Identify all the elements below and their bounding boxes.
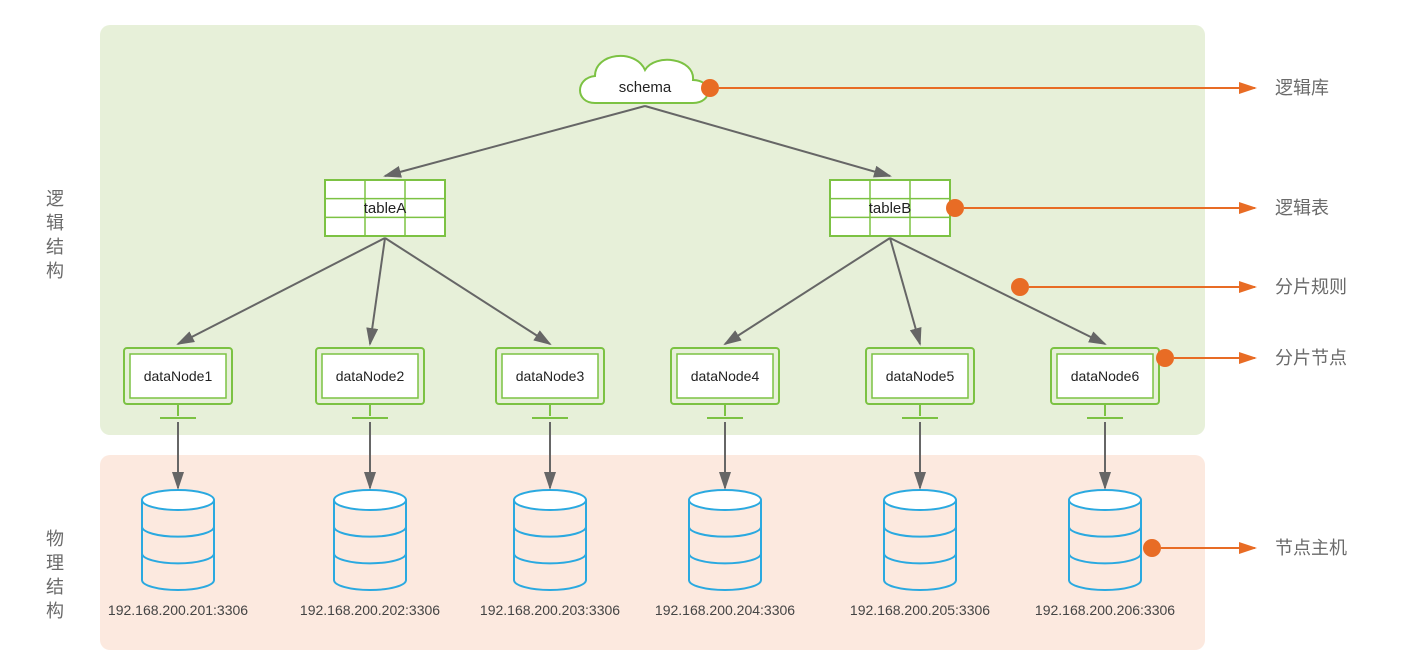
table-label: tableB bbox=[869, 200, 912, 217]
datanode-label: dataNode4 bbox=[691, 368, 760, 384]
datanode-label: dataNode3 bbox=[516, 368, 585, 384]
schema-label: schema bbox=[619, 79, 672, 96]
svg-text:结: 结 bbox=[46, 577, 64, 597]
table-tableB: tableB bbox=[830, 180, 950, 236]
db-ip: 192.168.200.202:3306 bbox=[300, 602, 440, 618]
side-label: 逻辑结构 bbox=[46, 189, 64, 281]
svg-text:辑: 辑 bbox=[46, 213, 64, 233]
db-ip: 192.168.200.206:3306 bbox=[1035, 602, 1175, 618]
svg-text:物: 物 bbox=[46, 529, 64, 549]
svg-text:逻: 逻 bbox=[46, 189, 64, 209]
db-ip: 192.168.200.201:3306 bbox=[108, 602, 248, 618]
db-ip: 192.168.200.204:3306 bbox=[655, 602, 795, 618]
svg-text:结: 结 bbox=[46, 237, 64, 257]
svg-text:构: 构 bbox=[46, 601, 64, 621]
datanode-label: dataNode5 bbox=[886, 368, 955, 384]
db-ip: 192.168.200.205:3306 bbox=[850, 602, 990, 618]
datanode-label: dataNode2 bbox=[336, 368, 405, 384]
svg-text:理: 理 bbox=[46, 553, 64, 573]
db-ip: 192.168.200.203:3306 bbox=[480, 602, 620, 618]
callout-label: 逻辑库 bbox=[1275, 78, 1329, 98]
callout-label: 分片规则 bbox=[1275, 277, 1347, 297]
table-tableA: tableA bbox=[325, 180, 445, 236]
table-label: tableA bbox=[364, 200, 407, 217]
callout-label: 节点主机 bbox=[1275, 538, 1347, 558]
datanode-label: dataNode1 bbox=[144, 368, 213, 384]
physical-zone bbox=[100, 455, 1205, 650]
callout-label: 逻辑表 bbox=[1275, 198, 1329, 218]
datanode-label: dataNode6 bbox=[1071, 368, 1140, 384]
side-label: 物理结构 bbox=[46, 529, 64, 621]
svg-text:构: 构 bbox=[46, 261, 64, 281]
callout-label: 分片节点 bbox=[1275, 348, 1347, 368]
